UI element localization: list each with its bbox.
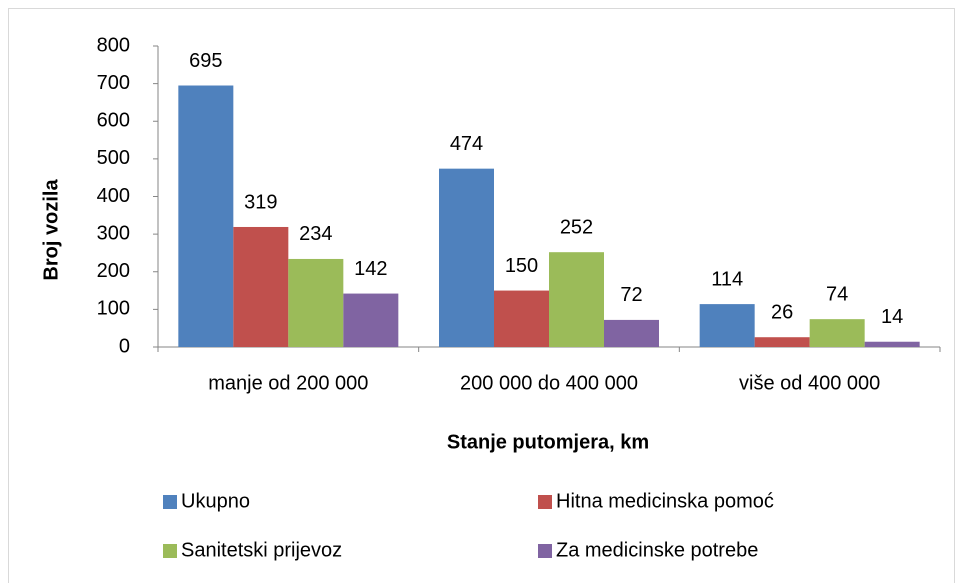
legend-swatch [538, 544, 552, 558]
x-tick-label: manje od 200 000 [208, 372, 368, 394]
legend-swatch [163, 544, 177, 558]
bar [754, 337, 810, 347]
value-label: 695 [189, 50, 222, 72]
y-tick-label: 700 [97, 72, 130, 94]
value-label: 319 [244, 191, 277, 213]
bar [809, 319, 865, 347]
legend-label: Za medicinske potrebe [556, 539, 758, 561]
bar [343, 293, 399, 347]
legend-label: Sanitetski prijevoz [181, 539, 342, 561]
bar [178, 85, 234, 347]
value-label: 114 [711, 268, 743, 290]
x-tick-label: više od 400 000 [739, 372, 880, 394]
y-tick-label: 300 [97, 222, 130, 244]
y-tick-label: 800 [97, 34, 130, 56]
value-label: 252 [560, 216, 593, 238]
value-label: 142 [354, 258, 387, 280]
bar [549, 252, 604, 347]
legend-swatch [538, 495, 552, 509]
legend-label: Hitna medicinska pomoć [556, 490, 774, 512]
y-tick-label: 500 [97, 147, 130, 169]
y-tick-label: 200 [97, 260, 130, 282]
legend-label: Ukupno [181, 490, 250, 512]
y-axis-label: Broj vozila [40, 179, 62, 281]
value-label: 74 [826, 283, 848, 305]
value-label: 150 [505, 255, 538, 277]
bar [288, 258, 344, 347]
y-tick-label: 600 [97, 110, 130, 132]
bar [494, 290, 549, 347]
value-label: 26 [771, 301, 793, 323]
bar [233, 226, 289, 347]
y-tick-label: 100 [97, 298, 130, 320]
value-label: 234 [299, 223, 332, 245]
bar [604, 319, 659, 347]
y-tick-label: 400 [97, 185, 130, 207]
legend-swatch [163, 495, 177, 509]
value-label: 72 [620, 284, 642, 306]
y-tick-label: 0 [119, 335, 130, 357]
x-tick-label: 200 000 do 400 000 [460, 372, 638, 394]
bar [864, 341, 920, 347]
value-label: 474 [450, 133, 483, 155]
value-label: 14 [881, 306, 903, 328]
x-axis-label: Stanje putomjera, km [447, 431, 649, 453]
bar [699, 304, 755, 347]
bar [439, 168, 494, 347]
